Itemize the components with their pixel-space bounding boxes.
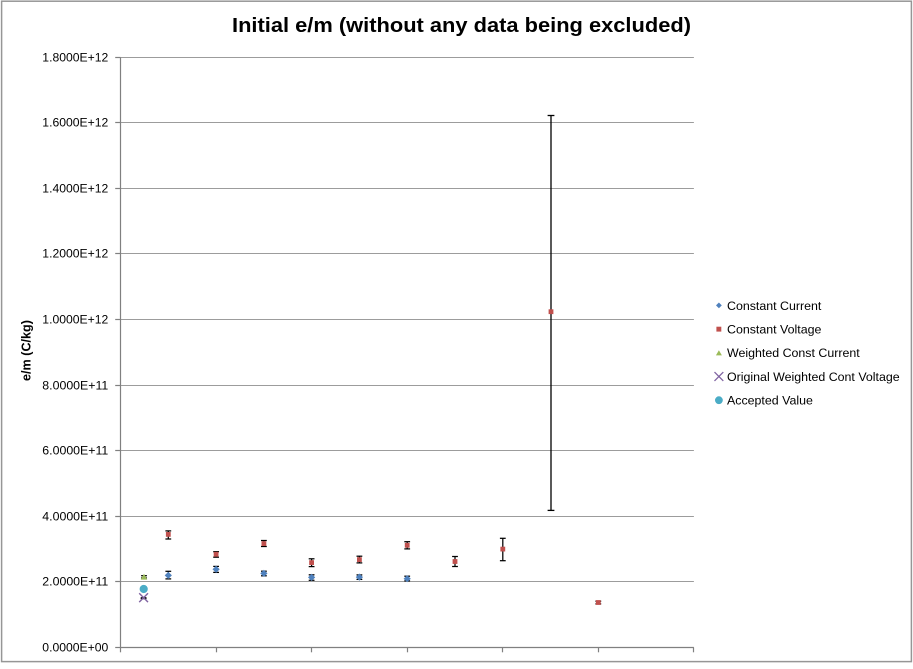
- svg-text:Initial e/m (without any data: Initial e/m (without any data being excl…: [232, 15, 691, 37]
- svg-text:4.0000E+11: 4.0000E+11: [42, 509, 108, 523]
- svg-text:2.0000E+11: 2.0000E+11: [42, 574, 108, 588]
- svg-text:Original Weighted Cont Voltage: Original Weighted Cont Voltage: [727, 370, 900, 384]
- svg-text:1.4000E+12: 1.4000E+12: [42, 181, 108, 195]
- svg-text:8.0000E+11: 8.0000E+11: [42, 378, 108, 392]
- svg-text:Constant Current: Constant Current: [727, 299, 822, 313]
- svg-text:6.0000E+11: 6.0000E+11: [42, 443, 108, 457]
- svg-text:0.0000E+00: 0.0000E+00: [42, 640, 108, 654]
- svg-text:Constant Voltage: Constant Voltage: [727, 323, 821, 337]
- svg-text:1.8000E+12: 1.8000E+12: [42, 50, 108, 64]
- svg-text:1.0000E+12: 1.0000E+12: [42, 312, 108, 326]
- svg-text:1.6000E+12: 1.6000E+12: [42, 115, 108, 129]
- svg-text:Weighted Const Current: Weighted Const Current: [727, 346, 860, 360]
- svg-text:e/m (C/kg): e/m (C/kg): [20, 320, 34, 381]
- svg-text:1.2000E+12: 1.2000E+12: [42, 246, 108, 260]
- svg-text:Accepted Value: Accepted Value: [727, 394, 813, 408]
